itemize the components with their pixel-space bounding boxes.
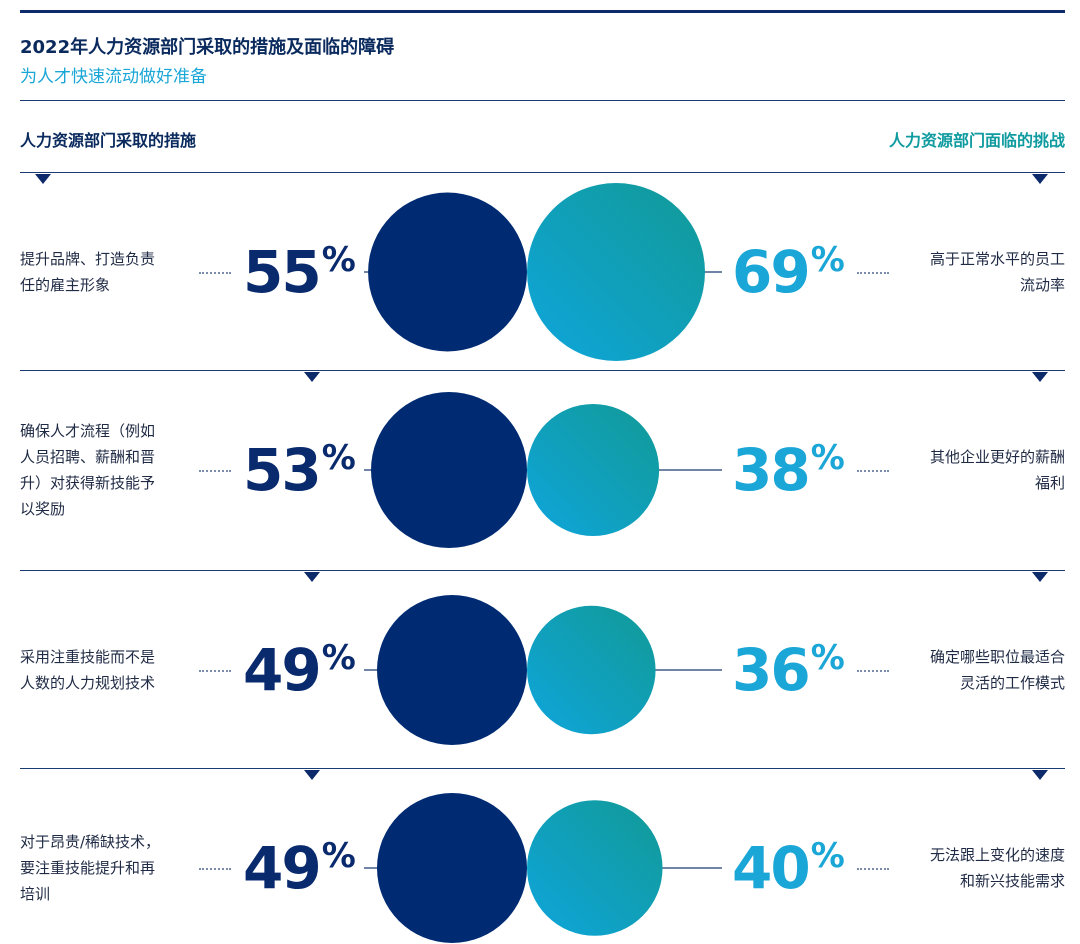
- measure-label: 确保人才流程（例如 人员招聘、薪酬和晋 升）对获得新技能予 以奖励: [20, 418, 195, 522]
- left-arrow-icon: [304, 572, 320, 582]
- challenge-label-line: 确定哪些职位最适合: [929, 648, 1065, 666]
- measure-label-line: 对于昂贵/稀缺技术，: [20, 833, 161, 851]
- measure-percent: 55%: [243, 240, 356, 301]
- challenge-percent-value: 36: [732, 636, 811, 704]
- challenge-label-line: 无法跟上变化的速度: [929, 846, 1065, 864]
- percent-sign: %: [810, 240, 845, 280]
- right-column-heading: 人力资源部门面临的挑战: [888, 131, 1065, 150]
- left-arrow-icon: [304, 770, 320, 780]
- right-arrow-icon: [1032, 572, 1048, 582]
- challenge-percent: 38%: [732, 438, 845, 499]
- challenge-bubble: [527, 800, 663, 936]
- page-subtitle: 为人才快速流动做好准备: [20, 67, 207, 87]
- measure-label-line: 提升品牌、打造负责: [20, 250, 156, 268]
- right-dotted-leader: [857, 868, 889, 870]
- percent-sign: %: [810, 638, 845, 678]
- challenge-percent: 40%: [732, 836, 845, 897]
- measure-label-line: 采用注重技能而不是: [20, 648, 156, 666]
- left-dotted-leader: [199, 272, 231, 274]
- challenge-percent-value: 38: [732, 436, 811, 504]
- challenge-label: 无法跟上变化的速度和新兴技能需求: [890, 842, 1065, 894]
- percent-sign: %: [321, 240, 356, 280]
- measure-bubble: [376, 594, 527, 746]
- measure-bubble: [368, 192, 527, 352]
- left-arrow-icon: [304, 372, 320, 382]
- measure-percent-value: 49: [243, 636, 322, 704]
- measure-label-line: 任的雇主形象: [20, 276, 111, 294]
- left-dotted-leader: [199, 670, 231, 672]
- percent-sign: %: [321, 836, 356, 876]
- left-arrow-icon: [35, 174, 51, 184]
- challenge-label-line: 高于正常水平的员工: [929, 250, 1065, 268]
- measure-percent-value: 55: [243, 238, 322, 306]
- page-title: 2022年人力资源部门采取的措施及面临的障碍: [20, 37, 395, 58]
- left-dotted-leader: [199, 868, 231, 870]
- row-separator: [20, 370, 1065, 371]
- percent-sign: %: [321, 638, 356, 678]
- challenge-label-line: 和新兴技能需求: [959, 872, 1065, 890]
- header-rule: [20, 100, 1065, 101]
- challenge-percent: 69%: [732, 240, 845, 301]
- measure-label-line: 升）对获得新技能予: [20, 474, 156, 492]
- measure-percent: 53%: [243, 438, 356, 499]
- measure-label-line: 要注重技能提升和再: [20, 859, 156, 877]
- challenge-label-line: 灵活的工作模式: [959, 674, 1065, 692]
- challenge-percent: 36%: [732, 638, 845, 699]
- challenge-bubble: [527, 605, 656, 735]
- percent-sign: %: [321, 438, 356, 478]
- measure-label-line: 以奖励: [20, 500, 66, 518]
- challenge-percent-value: 40: [732, 834, 811, 902]
- measure-label-line: 确保人才流程（例如: [20, 422, 156, 440]
- challenge-bubble: [527, 403, 660, 537]
- challenge-bubble: [527, 183, 705, 361]
- left-dotted-leader: [199, 470, 231, 472]
- right-arrow-icon: [1032, 174, 1048, 184]
- right-arrow-icon: [1032, 372, 1048, 382]
- challenge-label: 高于正常水平的员工流动率: [890, 246, 1065, 298]
- percent-sign: %: [810, 836, 845, 876]
- challenge-label-line: 其他企业更好的薪酬: [929, 448, 1065, 466]
- measure-percent: 49%: [243, 638, 356, 699]
- measure-label-line: 人员招聘、薪酬和晋: [20, 448, 156, 466]
- right-arrow-icon: [1032, 770, 1048, 780]
- right-dotted-leader: [857, 272, 889, 274]
- challenge-label: 确定哪些职位最适合灵活的工作模式: [890, 644, 1065, 696]
- top-rule: [20, 10, 1065, 13]
- measure-bubble: [376, 792, 527, 944]
- measure-percent: 49%: [243, 836, 356, 897]
- row-separator: [20, 570, 1065, 571]
- measure-percent-value: 49: [243, 834, 322, 902]
- left-column-heading: 人力资源部门采取的措施: [20, 131, 197, 150]
- challenge-label-line: 流动率: [1019, 276, 1065, 294]
- measure-bubble: [370, 391, 527, 549]
- measure-percent-value: 53: [243, 436, 322, 504]
- measure-label: 提升品牌、打造负责 任的雇主形象: [20, 246, 195, 298]
- measure-label: 采用注重技能而不是 人数的人力规划技术: [20, 644, 195, 696]
- challenge-percent-value: 69: [732, 238, 811, 306]
- right-dotted-leader: [857, 470, 889, 472]
- right-dotted-leader: [857, 670, 889, 672]
- row-separator: [20, 172, 1065, 173]
- percent-sign: %: [810, 438, 845, 478]
- challenge-label-line: 福利: [1034, 474, 1065, 492]
- measure-label-line: 培训: [20, 885, 51, 903]
- measure-label-line: 人数的人力规划技术: [20, 674, 156, 692]
- challenge-label: 其他企业更好的薪酬福利: [890, 444, 1065, 496]
- measure-label: 对于昂贵/稀缺技术， 要注重技能提升和再 培训: [20, 829, 195, 907]
- row-separator: [20, 768, 1065, 769]
